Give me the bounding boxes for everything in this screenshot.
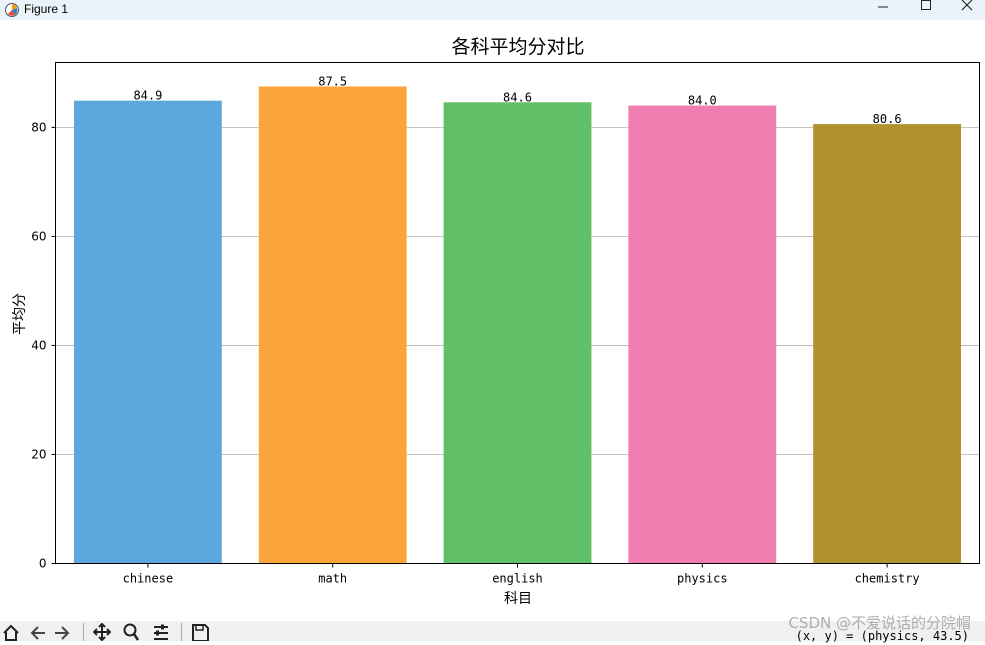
toolbar-separator	[83, 623, 84, 641]
chart-title: 各科平均分对比	[451, 36, 584, 58]
bars	[73, 86, 962, 564]
watermark: CSDN @不爱说话的分院帽	[788, 614, 971, 632]
data-label-chemistry: 80.6	[873, 112, 902, 126]
bar-chinese	[73, 100, 222, 564]
data-label-math: 87.5	[318, 74, 347, 88]
window-title: Figure 1	[24, 2, 69, 16]
y-tick-label: 20	[31, 447, 46, 461]
maximize-icon	[921, 0, 931, 10]
x-tick-label-math: math	[318, 572, 347, 586]
x-axis-ticks: chinese math english physics chemistry	[123, 563, 920, 586]
x-tick-label-chinese: chinese	[123, 572, 174, 586]
cursor-coordinates: (x, y) = (physics, 43.5)	[795, 629, 969, 643]
minimize-icon	[878, 6, 888, 8]
back-icon[interactable]	[28, 623, 46, 641]
x-tick-label-chemistry: chemistry	[855, 572, 920, 586]
x-tick-label-english: english	[492, 572, 543, 586]
plot-frame	[55, 62, 980, 564]
x-tick-label-physics: physics	[677, 572, 728, 586]
bar-chart: 各科平均分对比 科目 平均分 84.9 87.5 84.6 84.0 80.6 0 20 4…	[12, 36, 980, 607]
y-tick-label: 40	[31, 338, 46, 352]
close-icon	[961, 0, 973, 11]
bar-math	[258, 86, 407, 564]
forward-icon[interactable]	[54, 623, 72, 641]
home-icon[interactable]	[2, 623, 20, 641]
pan-icon[interactable]	[92, 622, 112, 642]
x-axis-label: 科目	[504, 591, 532, 607]
maximize-button[interactable]	[908, 0, 944, 20]
y-tick-label: 0	[39, 557, 47, 571]
data-label-chinese: 84.9	[133, 89, 162, 103]
save-icon[interactable]	[191, 623, 209, 642]
navigation-toolbar: (x, y) = (physics, 43.5)	[0, 621, 985, 643]
bar-english	[443, 102, 592, 564]
y-tick-label: 60	[31, 229, 46, 243]
data-labels: 84.9 87.5 84.6 84.0 80.6	[133, 74, 901, 126]
data-label-english: 84.6	[503, 90, 532, 104]
configure-subplots-icon[interactable]	[152, 623, 170, 641]
window-titlebar: Figure 1	[0, 0, 985, 20]
zoom-icon[interactable]	[122, 623, 140, 641]
bar-chemistry	[813, 124, 962, 564]
y-axis-ticks: 0 20 40 60 80	[31, 120, 56, 571]
matplotlib-icon	[4, 2, 20, 18]
y-tick-label: 80	[31, 120, 46, 134]
minimize-button[interactable]	[865, 0, 901, 20]
bar-physics	[628, 105, 777, 564]
close-button[interactable]	[949, 0, 985, 20]
data-label-physics: 84.0	[688, 94, 717, 108]
y-axis-label: 平均分	[12, 293, 28, 335]
toolbar-separator	[181, 623, 182, 641]
figure-canvas[interactable]: 各科平均分对比 科目 平均分 84.9 87.5 84.6 84.0 80.6 0 20 4…	[0, 20, 985, 621]
